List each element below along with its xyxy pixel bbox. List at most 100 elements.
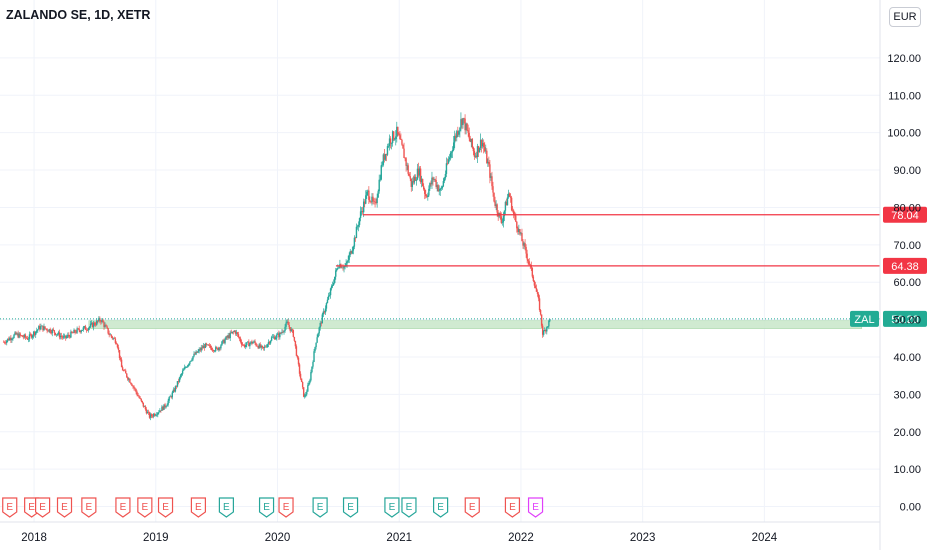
candle (451, 146, 454, 159)
earnings-marker[interactable]: E (81, 497, 97, 518)
candle (152, 413, 155, 419)
candle-body (149, 414, 152, 418)
candle (527, 258, 529, 266)
candle (249, 342, 251, 350)
candle (205, 342, 208, 347)
candle-body (255, 343, 257, 346)
candle-body (442, 181, 445, 187)
candle (30, 333, 33, 339)
candle-body (418, 168, 421, 176)
candle (482, 139, 485, 154)
earnings-marker[interactable]: E (278, 497, 294, 518)
candle (302, 387, 305, 398)
candle-body (250, 341, 252, 344)
earnings-marker[interactable]: E (115, 497, 131, 518)
candle (342, 264, 344, 271)
candle-body (496, 204, 498, 213)
candle-body (311, 366, 313, 373)
x-tick-label: 2022 (508, 532, 534, 544)
candle-body (25, 337, 28, 339)
candle (98, 316, 100, 323)
candle (365, 190, 367, 205)
candle (411, 177, 414, 191)
candle-body (108, 333, 110, 335)
candle-body (188, 363, 190, 366)
candle (523, 241, 525, 250)
candle-body (241, 344, 244, 346)
candle-body (186, 367, 188, 368)
candle (338, 266, 340, 269)
candle-body (199, 349, 201, 351)
candle-body (106, 326, 108, 329)
candle-body (168, 397, 170, 401)
earnings-marker[interactable]: E (56, 497, 73, 518)
candle-body (245, 345, 247, 347)
earnings-marker[interactable]: E (190, 497, 206, 518)
candle (85, 327, 88, 333)
earnings-marker[interactable]: E (464, 497, 480, 518)
candle-body (537, 293, 540, 299)
earnings-marker[interactable]: E (312, 497, 328, 518)
candle (420, 175, 423, 188)
candle-body (185, 367, 187, 368)
earnings-marker[interactable]: E (401, 497, 417, 518)
candle-body (417, 168, 420, 176)
candle (320, 321, 322, 327)
candle-body (336, 268, 338, 271)
candle-body (219, 347, 221, 349)
candle-body (440, 188, 442, 189)
candle-body (129, 378, 131, 383)
earnings-marker[interactable]: E (384, 497, 400, 518)
candle (374, 197, 376, 208)
candle (233, 329, 236, 333)
candle-body (128, 378, 130, 380)
candle (181, 368, 184, 376)
candle (386, 143, 389, 157)
earnings-marker[interactable]: E (137, 497, 153, 518)
candle (285, 319, 287, 330)
earnings-marker[interactable]: E (2, 497, 18, 518)
candle (358, 217, 361, 228)
currency-button[interactable]: EUR (889, 7, 921, 27)
candle-body (432, 177, 434, 180)
candle-body (134, 388, 136, 390)
candle (3, 340, 6, 345)
candle (466, 122, 468, 132)
candle (199, 347, 201, 353)
candle (524, 239, 526, 251)
x-tick-label: 2018 (21, 532, 47, 544)
candle (208, 343, 211, 348)
candle-body (277, 333, 279, 335)
earnings-marker[interactable]: E (342, 497, 359, 518)
candle (27, 336, 30, 343)
candle (240, 339, 243, 348)
candle (69, 334, 71, 339)
earnings-marker-label: E (317, 502, 324, 513)
earnings-marker[interactable]: E (35, 497, 51, 518)
earnings-marker[interactable]: E (258, 497, 275, 518)
candle-body (140, 398, 142, 401)
candle-body (27, 339, 30, 340)
candle-body (315, 342, 317, 348)
candle (400, 133, 402, 140)
earnings-marker[interactable]: E (433, 497, 449, 518)
candle (74, 329, 76, 335)
earnings-marker[interactable]: E (218, 497, 234, 518)
level-lines: 78.04 64.38 (335, 206, 927, 274)
candle (294, 340, 297, 349)
candle (323, 310, 326, 315)
candle-body (109, 334, 111, 336)
candle-body (267, 342, 270, 345)
current-price-label: 50.20 (891, 314, 919, 326)
candle-body (295, 346, 298, 356)
level-price-tag (883, 206, 927, 223)
earnings-marker[interactable]: E (504, 497, 521, 518)
earnings-marker[interactable]: E (527, 497, 544, 518)
candle-body (293, 336, 296, 341)
earnings-marker[interactable]: E (157, 497, 174, 518)
candle-body (198, 349, 200, 351)
candle (319, 321, 321, 331)
candle (414, 174, 417, 181)
